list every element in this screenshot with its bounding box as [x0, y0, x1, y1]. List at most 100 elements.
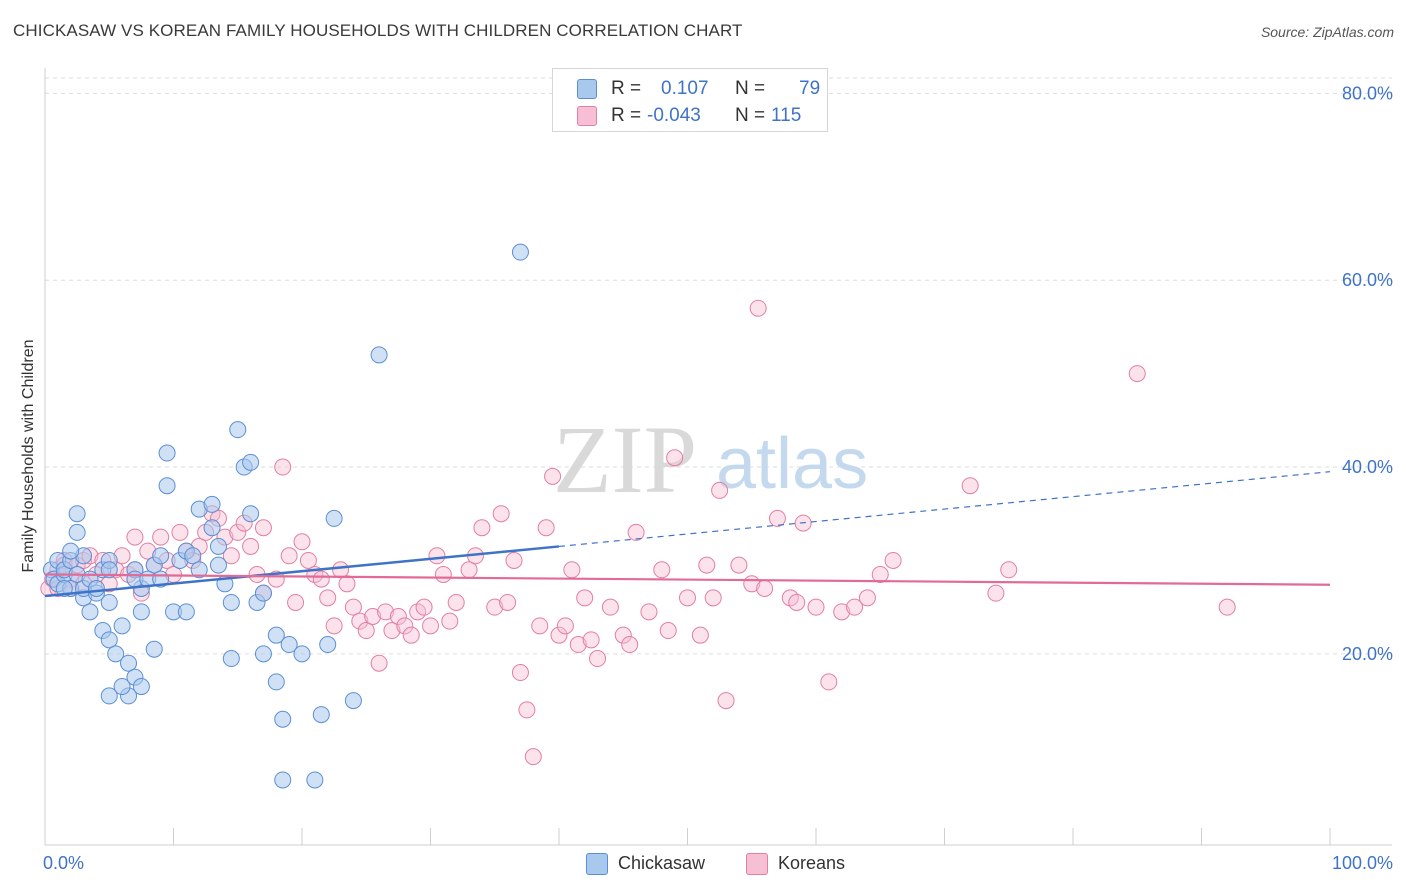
- legend-n-label: N =: [735, 78, 766, 99]
- koreans-point: [370, 654, 388, 672]
- koreans-point: [884, 551, 902, 569]
- watermark-atlas: atlas: [716, 424, 868, 504]
- chickasaw-point: [132, 678, 150, 696]
- koreans-point: [229, 523, 247, 541]
- chickasaw-point: [120, 654, 138, 672]
- chickasaw-point: [306, 771, 324, 789]
- koreans-point: [287, 593, 305, 611]
- koreans-point: [846, 598, 864, 616]
- koreans-point: [357, 622, 375, 640]
- koreans-point: [601, 598, 619, 616]
- koreans-point: [987, 584, 1005, 602]
- chickasaw-trend-extension: [558, 471, 1331, 548]
- chickasaw-point: [81, 603, 99, 621]
- koreans-point: [486, 598, 504, 616]
- koreans-point: [621, 636, 639, 654]
- koreans-legend-label: Koreans: [778, 853, 846, 873]
- koreans-point: [473, 519, 491, 537]
- chickasaw-point: [267, 673, 285, 691]
- koreans-point: [242, 537, 260, 555]
- chart-source: Source: ZipAtlas.com: [1260, 24, 1394, 40]
- koreans-point: [1000, 561, 1018, 579]
- chickasaw-point: [312, 706, 330, 724]
- koreans-point: [698, 556, 716, 574]
- chickasaw-point: [158, 477, 176, 495]
- koreans-point: [691, 626, 709, 644]
- chickasaw-point: [158, 444, 176, 462]
- chickasaw-point: [190, 561, 208, 579]
- watermark: ZIP atlas: [553, 406, 868, 513]
- koreans-swatch: [577, 106, 597, 126]
- koreans-point: [280, 547, 298, 565]
- chickasaw-points: [42, 243, 529, 789]
- koreans-point: [653, 561, 671, 579]
- chickasaw-point: [370, 346, 388, 364]
- chickasaw-point: [344, 692, 362, 710]
- koreans-point: [499, 593, 517, 611]
- chickasaw-point: [203, 495, 221, 513]
- koreans-point: [274, 458, 292, 476]
- koreans-point: [511, 664, 529, 682]
- chickasaw-point: [325, 509, 343, 527]
- x-tick-label: 100.0%: [1332, 853, 1393, 873]
- koreans-point: [447, 593, 465, 611]
- chickasaw-point: [222, 593, 240, 611]
- chickasaw-point: [184, 547, 202, 565]
- axes: [44, 68, 1392, 846]
- koreans-point: [344, 598, 362, 616]
- koreans-point: [383, 622, 401, 640]
- koreans-point: [531, 617, 549, 635]
- chickasaw-point: [222, 650, 240, 668]
- koreans-point: [364, 607, 382, 625]
- koreans-trend-line: [44, 573, 1331, 586]
- koreans-point: [434, 565, 452, 583]
- koreans-point: [679, 589, 696, 607]
- chickasaw-point: [100, 687, 118, 705]
- chickasaw-point: [319, 636, 337, 654]
- chickasaw-point: [203, 519, 221, 537]
- koreans-point: [640, 603, 658, 621]
- koreans-point: [569, 636, 587, 654]
- trend-lines: [44, 471, 1331, 598]
- chickasaw-point: [177, 603, 195, 621]
- koreans-point: [422, 617, 439, 635]
- koreans-point: [518, 701, 536, 719]
- koreans-point: [505, 551, 523, 569]
- legend-n-value: 79: [799, 78, 821, 99]
- grid-lines: [45, 77, 1392, 655]
- chickasaw-point: [62, 542, 80, 560]
- chickasaw-point: [267, 626, 285, 644]
- chickasaw-point: [100, 631, 118, 649]
- chickasaw-legend-label: Chickasaw: [618, 853, 706, 873]
- koreans-point: [807, 598, 825, 616]
- legend-r-value: 0.107: [661, 78, 709, 99]
- koreans-point: [871, 565, 889, 583]
- legend-r-label: R =: [611, 105, 642, 126]
- koreans-point: [576, 589, 594, 607]
- chickasaw-point: [209, 556, 227, 574]
- y-tick-label: 40.0%: [1342, 457, 1393, 477]
- koreans-point: [254, 519, 272, 537]
- chickasaw-point: [254, 584, 272, 602]
- chickasaw-point: [242, 505, 260, 523]
- koreans-point: [396, 617, 414, 635]
- koreans-point: [293, 533, 311, 551]
- koreans-point: [704, 589, 722, 607]
- koreans-point: [756, 579, 774, 597]
- koreans-point: [325, 617, 343, 635]
- chickasaw-point: [274, 710, 292, 728]
- legend-r-label: R =: [611, 78, 642, 99]
- koreans-point: [666, 449, 684, 467]
- koreans-point: [524, 748, 542, 766]
- tick-labels: 20.0% 40.0% 60.0% 80.0% 0.0% 100.0%: [43, 83, 1393, 873]
- koreans-point: [788, 593, 806, 611]
- koreans-point: [222, 547, 240, 565]
- koreans-point: [544, 467, 562, 485]
- chickasaw-point: [274, 771, 292, 789]
- koreans-point: [299, 551, 317, 569]
- chickasaw-point: [100, 593, 118, 611]
- koreans-point: [627, 523, 645, 541]
- koreans-point: [858, 589, 876, 607]
- koreans-point: [563, 561, 581, 579]
- koreans-point: [1218, 598, 1236, 616]
